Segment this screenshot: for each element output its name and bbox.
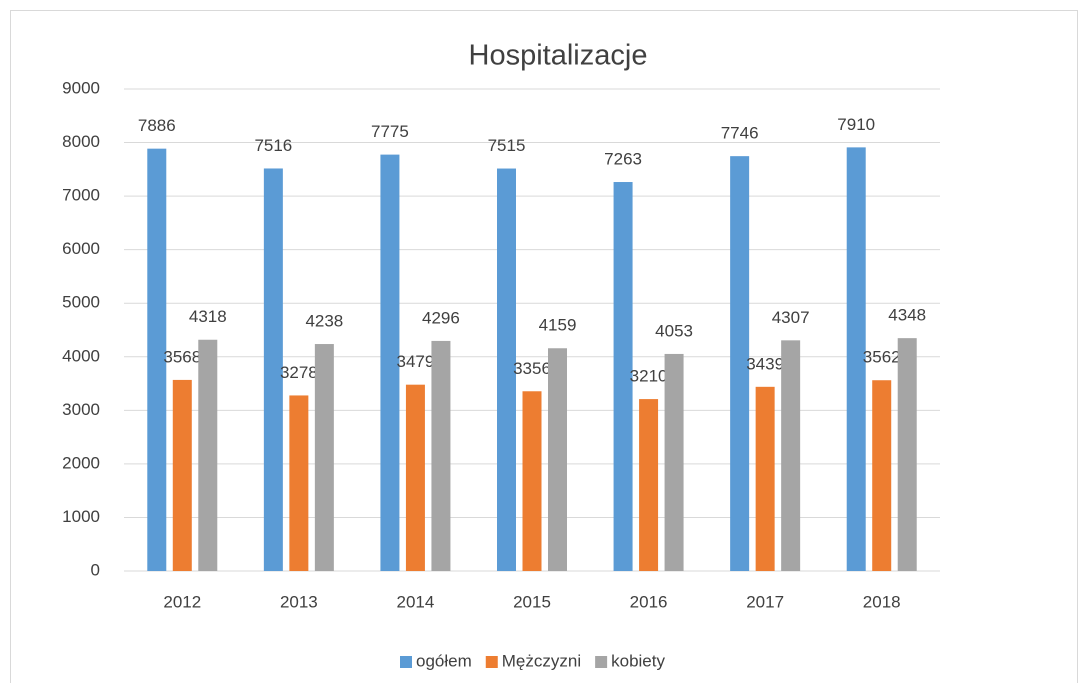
bar bbox=[755, 386, 775, 571]
bar bbox=[380, 154, 400, 571]
bar bbox=[289, 395, 309, 571]
bar bbox=[730, 156, 750, 571]
data-label: 3278 bbox=[280, 363, 318, 382]
y-tick-label: 8000 bbox=[62, 132, 100, 151]
x-tick-label: 2017 bbox=[746, 592, 784, 611]
x-tick-label: 2014 bbox=[397, 592, 435, 611]
data-label: 7516 bbox=[254, 136, 292, 155]
data-label: 3439 bbox=[746, 354, 784, 373]
x-tick-label: 2015 bbox=[513, 592, 551, 611]
legend-label: Mężczyzni bbox=[502, 651, 581, 670]
y-tick-label: 1000 bbox=[62, 507, 100, 526]
bar bbox=[147, 148, 167, 571]
bar bbox=[897, 338, 917, 571]
data-label: 7746 bbox=[721, 124, 759, 143]
bar bbox=[613, 182, 633, 571]
x-tick-label: 2012 bbox=[163, 592, 201, 611]
data-label: 3562 bbox=[863, 348, 901, 367]
data-label: 4159 bbox=[539, 316, 577, 335]
x-tick-label: 2016 bbox=[630, 592, 668, 611]
data-label: 4318 bbox=[189, 307, 227, 326]
data-label: 7775 bbox=[371, 122, 409, 141]
bar bbox=[664, 353, 684, 571]
data-label: 4307 bbox=[772, 308, 810, 327]
y-tick-label: 6000 bbox=[62, 239, 100, 258]
bar bbox=[497, 168, 516, 571]
legend-swatch bbox=[595, 656, 608, 668]
x-tick-label: 2018 bbox=[863, 592, 901, 611]
bar bbox=[263, 168, 283, 571]
data-label: 7886 bbox=[138, 116, 176, 135]
data-label: 4348 bbox=[888, 306, 926, 325]
y-tick-label: 4000 bbox=[62, 346, 100, 365]
data-label: 7910 bbox=[837, 115, 875, 134]
y-tick-label: 3000 bbox=[62, 400, 100, 419]
legend-swatch bbox=[485, 656, 498, 668]
bar bbox=[172, 379, 192, 571]
chart-title: Hospitalizacje bbox=[469, 40, 648, 72]
bar bbox=[872, 380, 892, 571]
y-tick-label: 5000 bbox=[62, 293, 100, 312]
data-label: 4053 bbox=[655, 321, 693, 340]
data-label: 3479 bbox=[397, 352, 435, 371]
legend-label: ogółem bbox=[416, 651, 472, 670]
y-tick-label: 0 bbox=[91, 560, 100, 579]
data-label: 7263 bbox=[604, 150, 642, 169]
bar bbox=[314, 344, 334, 571]
bar bbox=[846, 147, 866, 571]
bar bbox=[431, 340, 451, 571]
data-label: 3356 bbox=[513, 359, 551, 378]
bar bbox=[781, 340, 801, 571]
bar bbox=[522, 391, 542, 571]
y-tick-label: 9000 bbox=[62, 78, 100, 97]
y-tick-label: 2000 bbox=[62, 453, 100, 472]
bar bbox=[198, 339, 218, 571]
bar bbox=[639, 399, 659, 571]
data-label: 3210 bbox=[630, 367, 668, 386]
data-label: 4238 bbox=[305, 312, 343, 331]
data-label: 7515 bbox=[488, 136, 526, 155]
data-label: 3568 bbox=[163, 347, 201, 366]
bar bbox=[548, 348, 567, 571]
legend-label: kobiety bbox=[611, 651, 665, 670]
x-tick-label: 2013 bbox=[280, 592, 318, 611]
y-tick-label: 7000 bbox=[62, 186, 100, 205]
data-label: 4296 bbox=[422, 308, 460, 327]
bar bbox=[405, 384, 425, 571]
legend-swatch bbox=[400, 656, 412, 668]
